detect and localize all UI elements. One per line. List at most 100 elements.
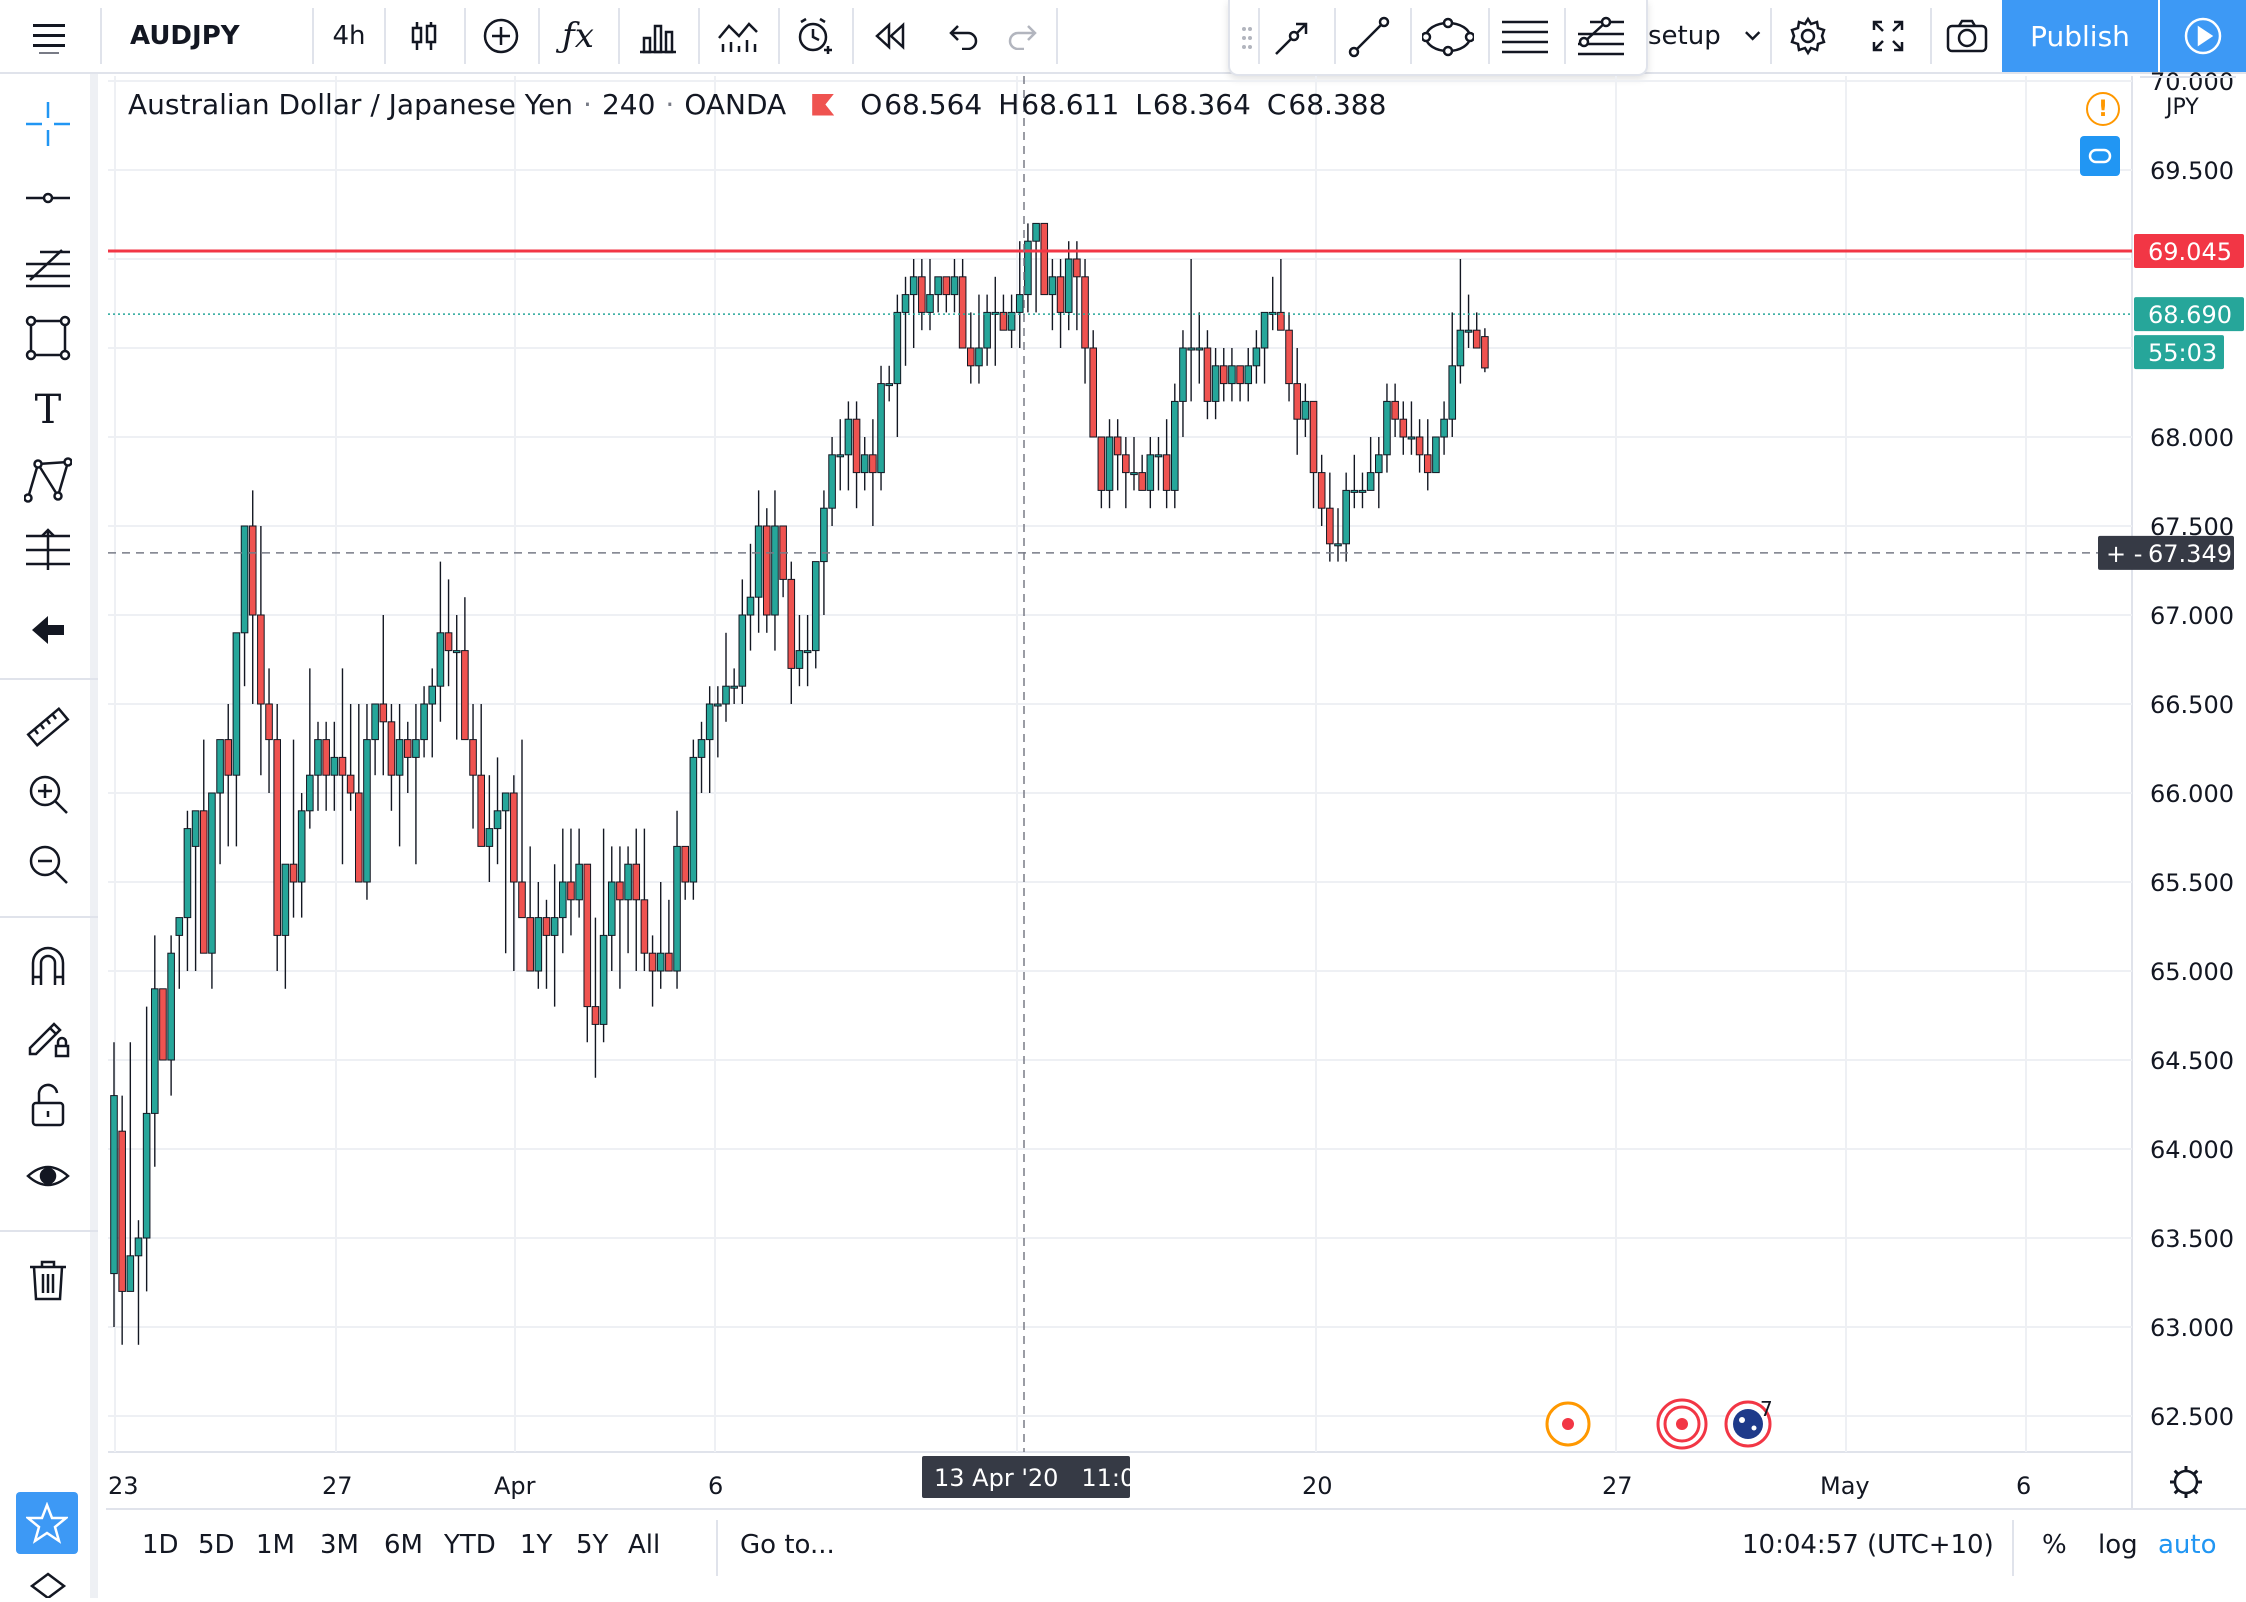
pattern-tool-icon[interactable]: [22, 454, 74, 506]
candle-body: [1228, 365, 1236, 385]
arrow-tool-icon[interactable]: [1270, 14, 1316, 64]
candle-body: [142, 1112, 151, 1239]
play-publish-icon[interactable]: [2160, 0, 2246, 72]
auto-scale-toggle[interactable]: auto: [2158, 1530, 2217, 1560]
alert-icon[interactable]: [780, 0, 850, 72]
candle-body: [844, 418, 853, 456]
horizontal-lines-icon[interactable]: [1500, 14, 1550, 64]
interval-button[interactable]: 4h: [332, 21, 366, 51]
flag-star: [1751, 1425, 1757, 1431]
range-button-ytd[interactable]: YTD: [444, 1530, 496, 1560]
trend-line-icon[interactable]: [1346, 14, 1392, 64]
trash-icon[interactable]: [22, 1254, 74, 1306]
candle-body: [183, 828, 192, 919]
candle-body: [199, 810, 208, 954]
zoom-out-icon[interactable]: [22, 838, 74, 890]
candle-body: [1048, 276, 1057, 296]
price-axis-tick-label: 64.500: [2150, 1047, 2234, 1075]
range-button-1y[interactable]: 1Y: [520, 1530, 553, 1560]
candle-body: [934, 276, 942, 296]
economic-event-marker-au[interactable]: [1724, 1400, 1772, 1448]
symbol-search-button[interactable]: AUDJPY: [130, 21, 240, 51]
ohlc-high-label: H: [998, 88, 1020, 121]
drag-handle-icon[interactable]: [1242, 26, 1252, 54]
economic-event-marker[interactable]: [1656, 1398, 1708, 1450]
timezone-clock[interactable]: 10:04:57 (UTC+10): [1742, 1530, 1994, 1560]
layout-setup-button[interactable]: setup: [1622, 0, 1762, 72]
price-axis-tick-label: 66.000: [2150, 780, 2234, 808]
rectangle-tool-icon[interactable]: [22, 312, 74, 364]
object-tree-icon[interactable]: [2080, 136, 2120, 176]
zoom-in-icon[interactable]: [22, 768, 74, 820]
candle-body: [355, 792, 363, 883]
axis-settings-gear-icon[interactable]: [2173, 1469, 2199, 1495]
legend-source: OANDA: [684, 88, 787, 121]
undo-icon[interactable]: [932, 0, 996, 72]
candle-body: [1032, 222, 1040, 242]
candle-body: [240, 525, 249, 634]
favorites-star-icon[interactable]: [16, 1492, 78, 1554]
candle-body: [1236, 365, 1244, 385]
screenshot-camera-icon[interactable]: [1932, 0, 2002, 72]
log-scale-toggle[interactable]: log: [2098, 1530, 2138, 1560]
candle-body: [1358, 489, 1367, 493]
horizontal-ray-icon[interactable]: [22, 172, 74, 224]
candle-body: [811, 561, 820, 652]
candle-body: [1015, 294, 1024, 313]
warning-alert-icon[interactable]: !: [2086, 92, 2120, 126]
range-button-5y[interactable]: 5Y: [576, 1530, 609, 1560]
range-button-6m[interactable]: 6M: [384, 1530, 423, 1560]
menu-icon[interactable]: [14, 0, 84, 72]
percent-scale-toggle[interactable]: %: [2042, 1530, 2067, 1560]
prediction-measure-icon[interactable]: [22, 524, 74, 576]
fullscreen-icon[interactable]: [1852, 0, 1924, 72]
candle-body: [909, 276, 918, 296]
candle-body: [1309, 400, 1318, 474]
lock-drawing-pencil-icon[interactable]: [22, 1010, 74, 1062]
economic-event-marker[interactable]: [1545, 1401, 1591, 1447]
crosshair-icon[interactable]: [22, 98, 74, 150]
ohlc-high-value: 68.611: [1021, 88, 1120, 121]
ruler-icon[interactable]: [22, 702, 74, 754]
drawing-favorites-toolbar: [1228, 0, 1648, 76]
candle-body: [926, 294, 934, 313]
candle-body: [820, 507, 828, 563]
goto-date-button[interactable]: Go to...: [740, 1530, 835, 1560]
candle-body: [559, 881, 567, 919]
candle-body: [297, 810, 306, 883]
candle-body: [379, 703, 388, 723]
crosshair-plus-icon: + -: [2106, 540, 2142, 568]
candle-body: [306, 774, 314, 812]
back-arrow-icon[interactable]: [22, 604, 74, 656]
magnet-icon[interactable]: [22, 940, 74, 992]
range-button-3m[interactable]: 3M: [320, 1530, 359, 1560]
candles-icon[interactable]: [386, 0, 462, 72]
fib-retracement-icon[interactable]: [1576, 14, 1626, 64]
candle-body: [420, 703, 428, 741]
publish-button[interactable]: Publish: [2002, 0, 2158, 72]
pitchfork-fib-icon[interactable]: [22, 242, 74, 294]
range-button-all[interactable]: All: [628, 1530, 661, 1560]
templates-icon[interactable]: [700, 0, 776, 72]
replay-icon[interactable]: [854, 0, 924, 72]
financials-icon[interactable]: [620, 0, 696, 72]
time-axis-tick-label: 20: [1302, 1472, 1333, 1500]
candle-body: [942, 276, 951, 296]
range-button-1d[interactable]: 1D: [142, 1530, 179, 1560]
candle-body: [1024, 240, 1032, 296]
redo-icon[interactable]: [990, 0, 1054, 72]
candle-body: [1399, 418, 1408, 438]
bar-countdown-label-bg: [2134, 335, 2224, 370]
text-tool-icon[interactable]: T: [34, 387, 62, 433]
range-button-5d[interactable]: 5D: [198, 1530, 235, 1560]
eye-visibility-icon[interactable]: [22, 1150, 74, 1202]
ellipse-tool-icon[interactable]: [1420, 14, 1476, 64]
compare-add-icon[interactable]: [466, 0, 536, 72]
settings-gear-icon[interactable]: [1772, 0, 1844, 72]
candle-body: [656, 952, 665, 972]
indicators-icon[interactable]: ƒx: [562, 16, 594, 56]
unlock-icon[interactable]: [22, 1080, 74, 1132]
range-button-1m[interactable]: 1M: [256, 1530, 295, 1560]
candle-body: [1366, 472, 1375, 491]
